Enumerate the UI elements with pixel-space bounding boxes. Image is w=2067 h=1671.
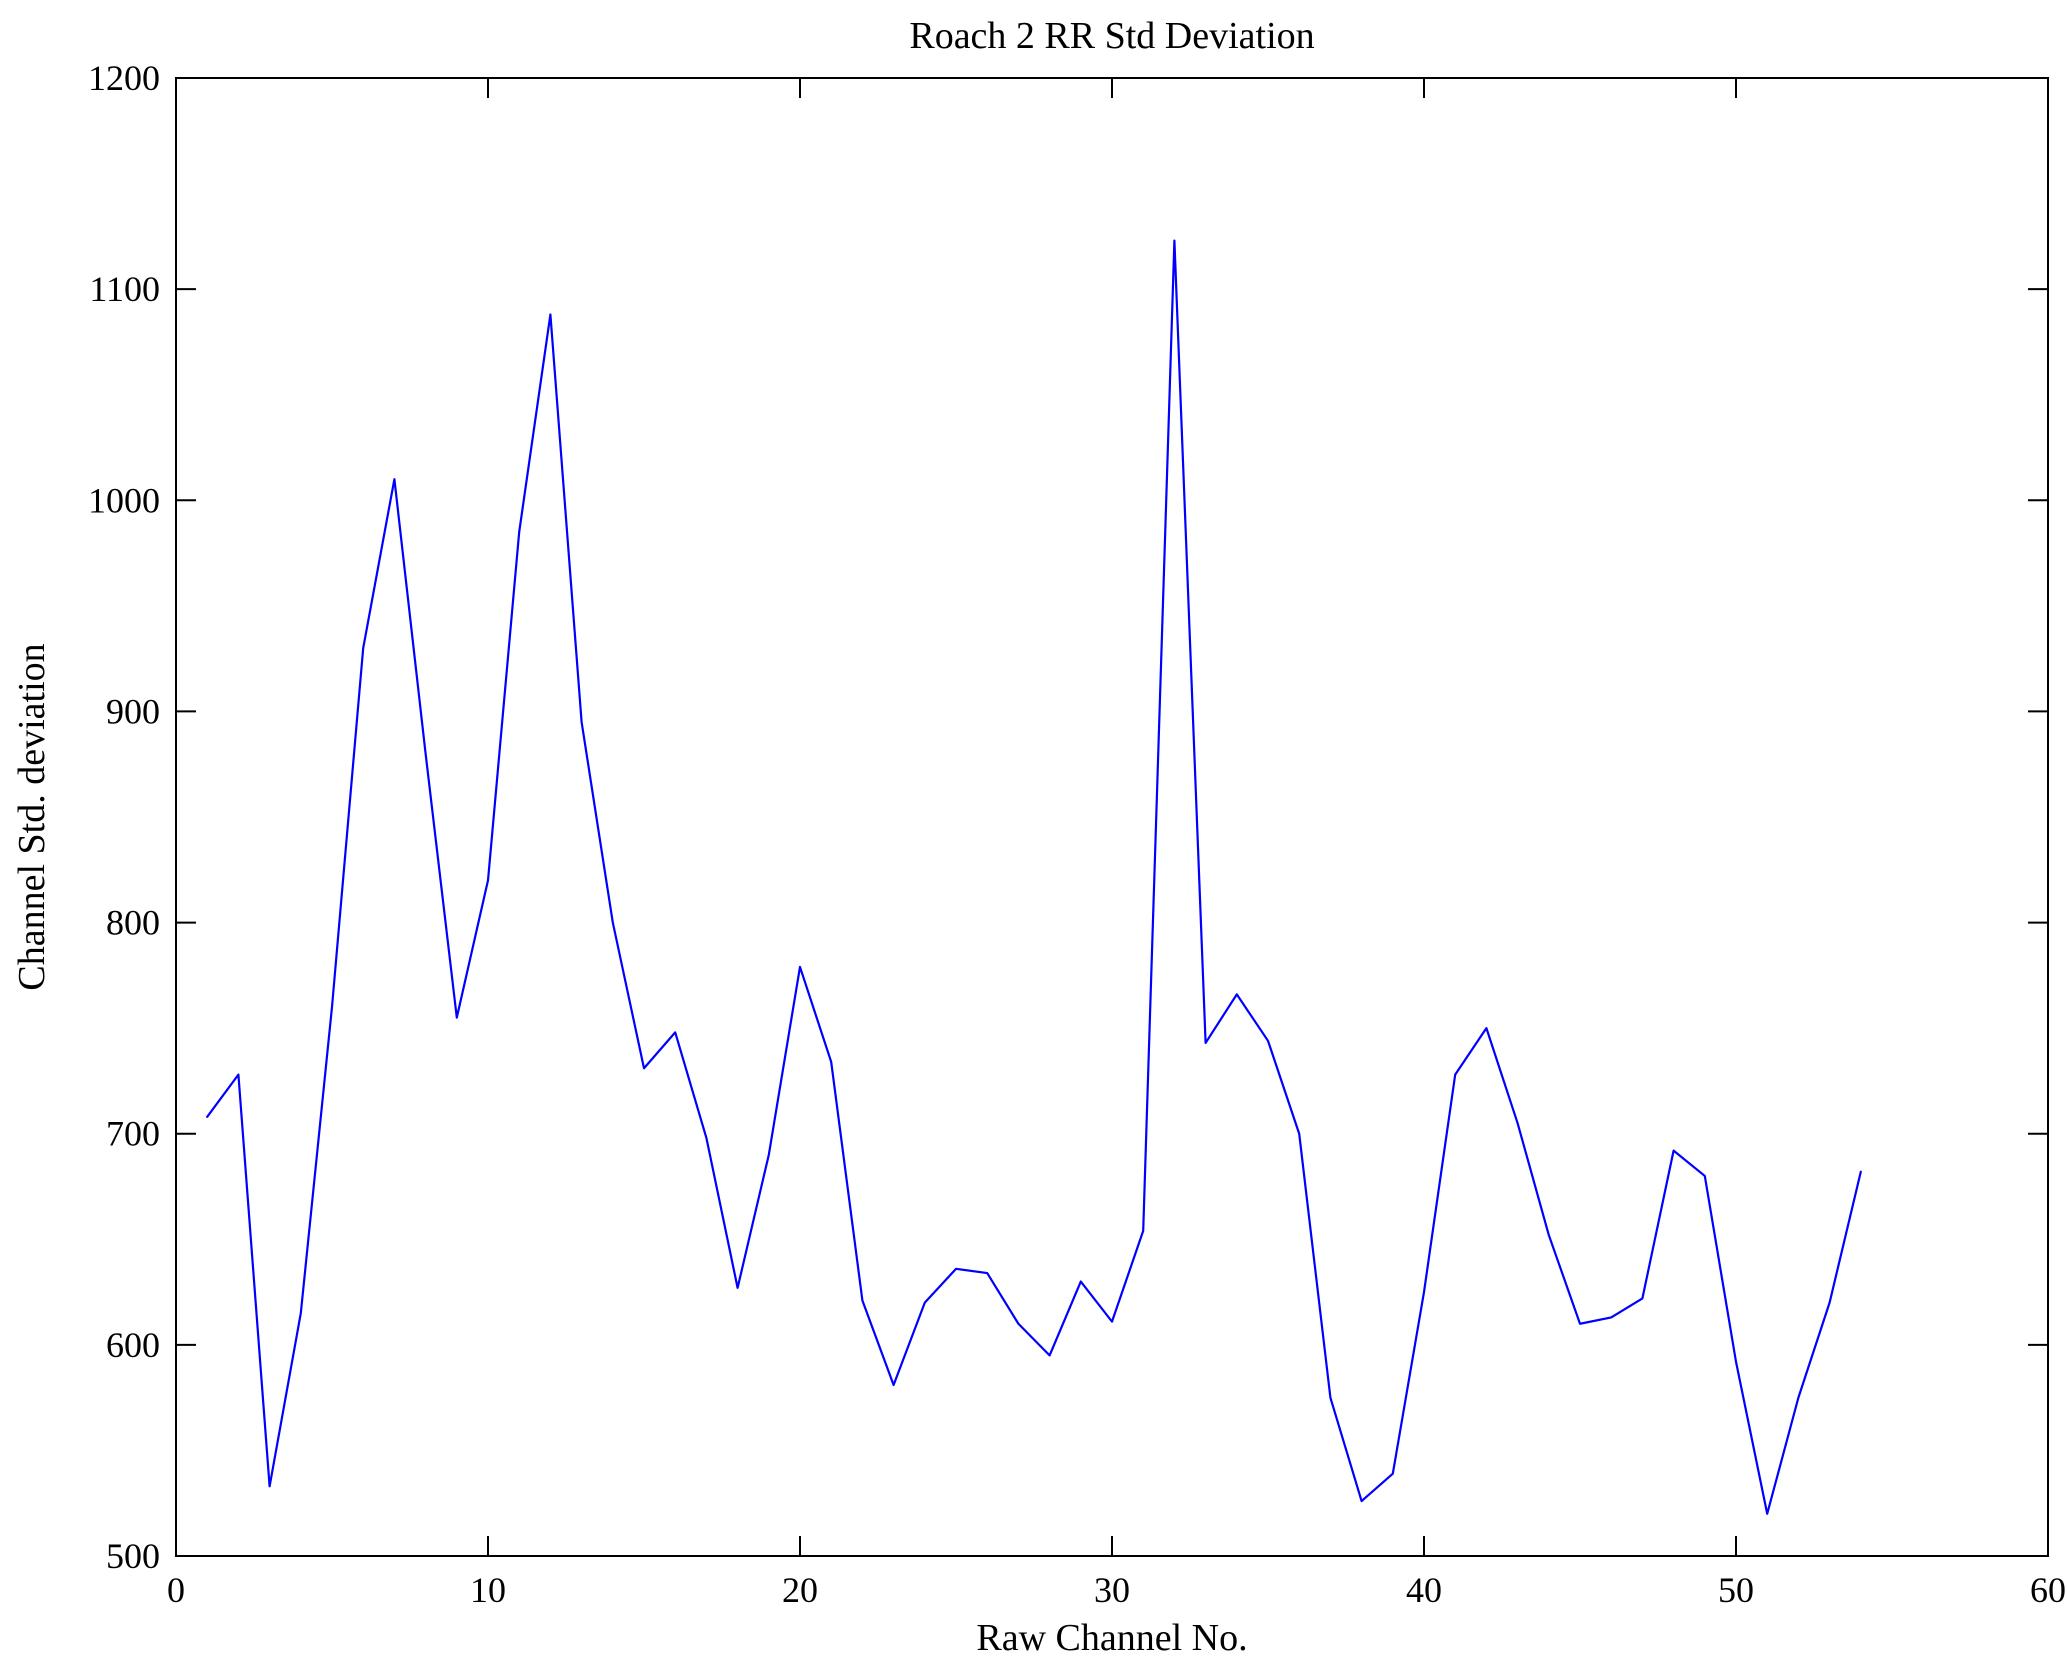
x-tick-label: 20	[782, 1570, 818, 1610]
x-tick-label: 60	[2030, 1570, 2066, 1610]
data-line	[206, 239, 1862, 1515]
y-tick-label: 700	[106, 1114, 160, 1154]
y-tick-label: 1200	[88, 58, 160, 98]
plot-area: 0 10 20 30 40 50 60 500 600 700 800 900 1000 1100 1200	[88, 58, 2066, 1610]
y-tick-label: 1000	[88, 480, 160, 520]
x-tick-label: 0	[167, 1570, 185, 1610]
y-axis-label: Channel Std. deviation	[11, 643, 53, 990]
y-tick-label: 500	[106, 1536, 160, 1576]
y-tick-label: 900	[106, 691, 160, 731]
plot-box	[175, 77, 2049, 1557]
y-tick-label: 600	[106, 1325, 160, 1365]
y-tick-label: 800	[106, 903, 160, 943]
x-tick-label: 30	[1094, 1570, 1130, 1610]
chart-title: Roach 2 RR Std Deviation	[909, 15, 1314, 57]
x-tick-label: 40	[1406, 1570, 1442, 1610]
y-tick-label: 1100	[89, 269, 160, 309]
x-tick-label: 10	[470, 1570, 506, 1610]
x-tick-label: 50	[1718, 1570, 1754, 1610]
x-axis-label: Raw Channel No.	[976, 1617, 1247, 1659]
